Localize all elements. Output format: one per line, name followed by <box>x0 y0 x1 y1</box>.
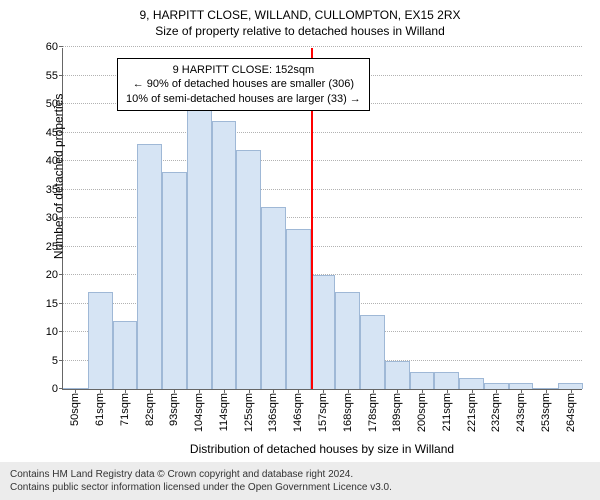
title-line-1: 9, HARPITT CLOSE, WILLAND, CULLOMPTON, E… <box>0 8 600 24</box>
xtick-label: 71sqm <box>119 389 131 426</box>
xtick-label: 136sqm <box>267 389 279 432</box>
histogram-bar <box>286 229 311 389</box>
histogram-bar <box>88 292 113 389</box>
histogram-bar <box>261 207 286 389</box>
xtick-label: 157sqm <box>317 389 329 432</box>
footer-line-1: Contains HM Land Registry data © Crown c… <box>10 468 590 481</box>
xtick-label: 50sqm <box>69 389 81 426</box>
xtick-label: 178sqm <box>367 389 379 432</box>
xtick-label: 93sqm <box>168 389 180 426</box>
footer-line-2: Contains public sector information licen… <box>10 481 590 494</box>
callout-line-1: 9 HARPITT CLOSE: 152sqm <box>126 63 361 77</box>
xtick-label: 104sqm <box>193 389 205 432</box>
xtick-label: 146sqm <box>292 389 304 432</box>
y-axis-label: Number of detached properties <box>51 94 65 259</box>
xtick-label: 253sqm <box>540 389 552 432</box>
gridline <box>63 132 582 133</box>
histogram-bar <box>360 315 385 389</box>
footer-attribution: Contains HM Land Registry data © Crown c… <box>0 462 600 500</box>
callout-box: 9 HARPITT CLOSE: 152sqm ← 90% of detache… <box>117 58 370 111</box>
xtick-label: 82sqm <box>144 389 156 426</box>
xtick-label: 168sqm <box>342 389 354 432</box>
title-line-2: Size of property relative to detached ho… <box>0 24 600 40</box>
xtick-label: 114sqm <box>218 389 230 431</box>
histogram-bar <box>162 172 187 389</box>
ytick-label: 15 <box>46 298 63 310</box>
histogram-bar <box>385 361 410 390</box>
ytick-label: 5 <box>52 355 63 367</box>
xtick-label: 211sqm <box>441 389 453 431</box>
histogram-bar <box>113 321 138 389</box>
ytick-label: 60 <box>46 41 63 53</box>
histogram-bar <box>434 372 459 389</box>
histogram-bar <box>137 144 162 389</box>
histogram-bar <box>459 378 484 389</box>
histogram-bar <box>410 372 435 389</box>
xtick-label: 232sqm <box>490 389 502 432</box>
xtick-label: 200sqm <box>416 389 428 432</box>
xtick-label: 125sqm <box>243 389 255 432</box>
histogram-bar <box>335 292 360 389</box>
xtick-label: 189sqm <box>391 389 403 432</box>
histogram-bar <box>236 150 261 389</box>
ytick-label: 10 <box>46 326 63 338</box>
histogram-bar <box>187 104 212 389</box>
histogram-bar <box>212 121 237 389</box>
gridline <box>63 46 582 47</box>
xtick-label: 264sqm <box>565 389 577 432</box>
callout-line-2: ← 90% of detached houses are smaller (30… <box>126 77 361 91</box>
chart-titles: 9, HARPITT CLOSE, WILLAND, CULLOMPTON, E… <box>0 0 600 39</box>
histogram-bar <box>311 275 336 389</box>
xtick-label: 61sqm <box>94 389 106 426</box>
xtick-label: 243sqm <box>515 389 527 432</box>
x-axis-label: Distribution of detached houses by size … <box>62 442 582 456</box>
ytick-label: 20 <box>46 269 63 281</box>
ytick-label: 0 <box>52 383 63 395</box>
ytick-label: 55 <box>46 70 63 82</box>
chart-container: 9, HARPITT CLOSE, WILLAND, CULLOMPTON, E… <box>0 0 600 500</box>
callout-line-3: 10% of semi-detached houses are larger (… <box>126 92 361 106</box>
xtick-label: 221sqm <box>466 389 478 432</box>
